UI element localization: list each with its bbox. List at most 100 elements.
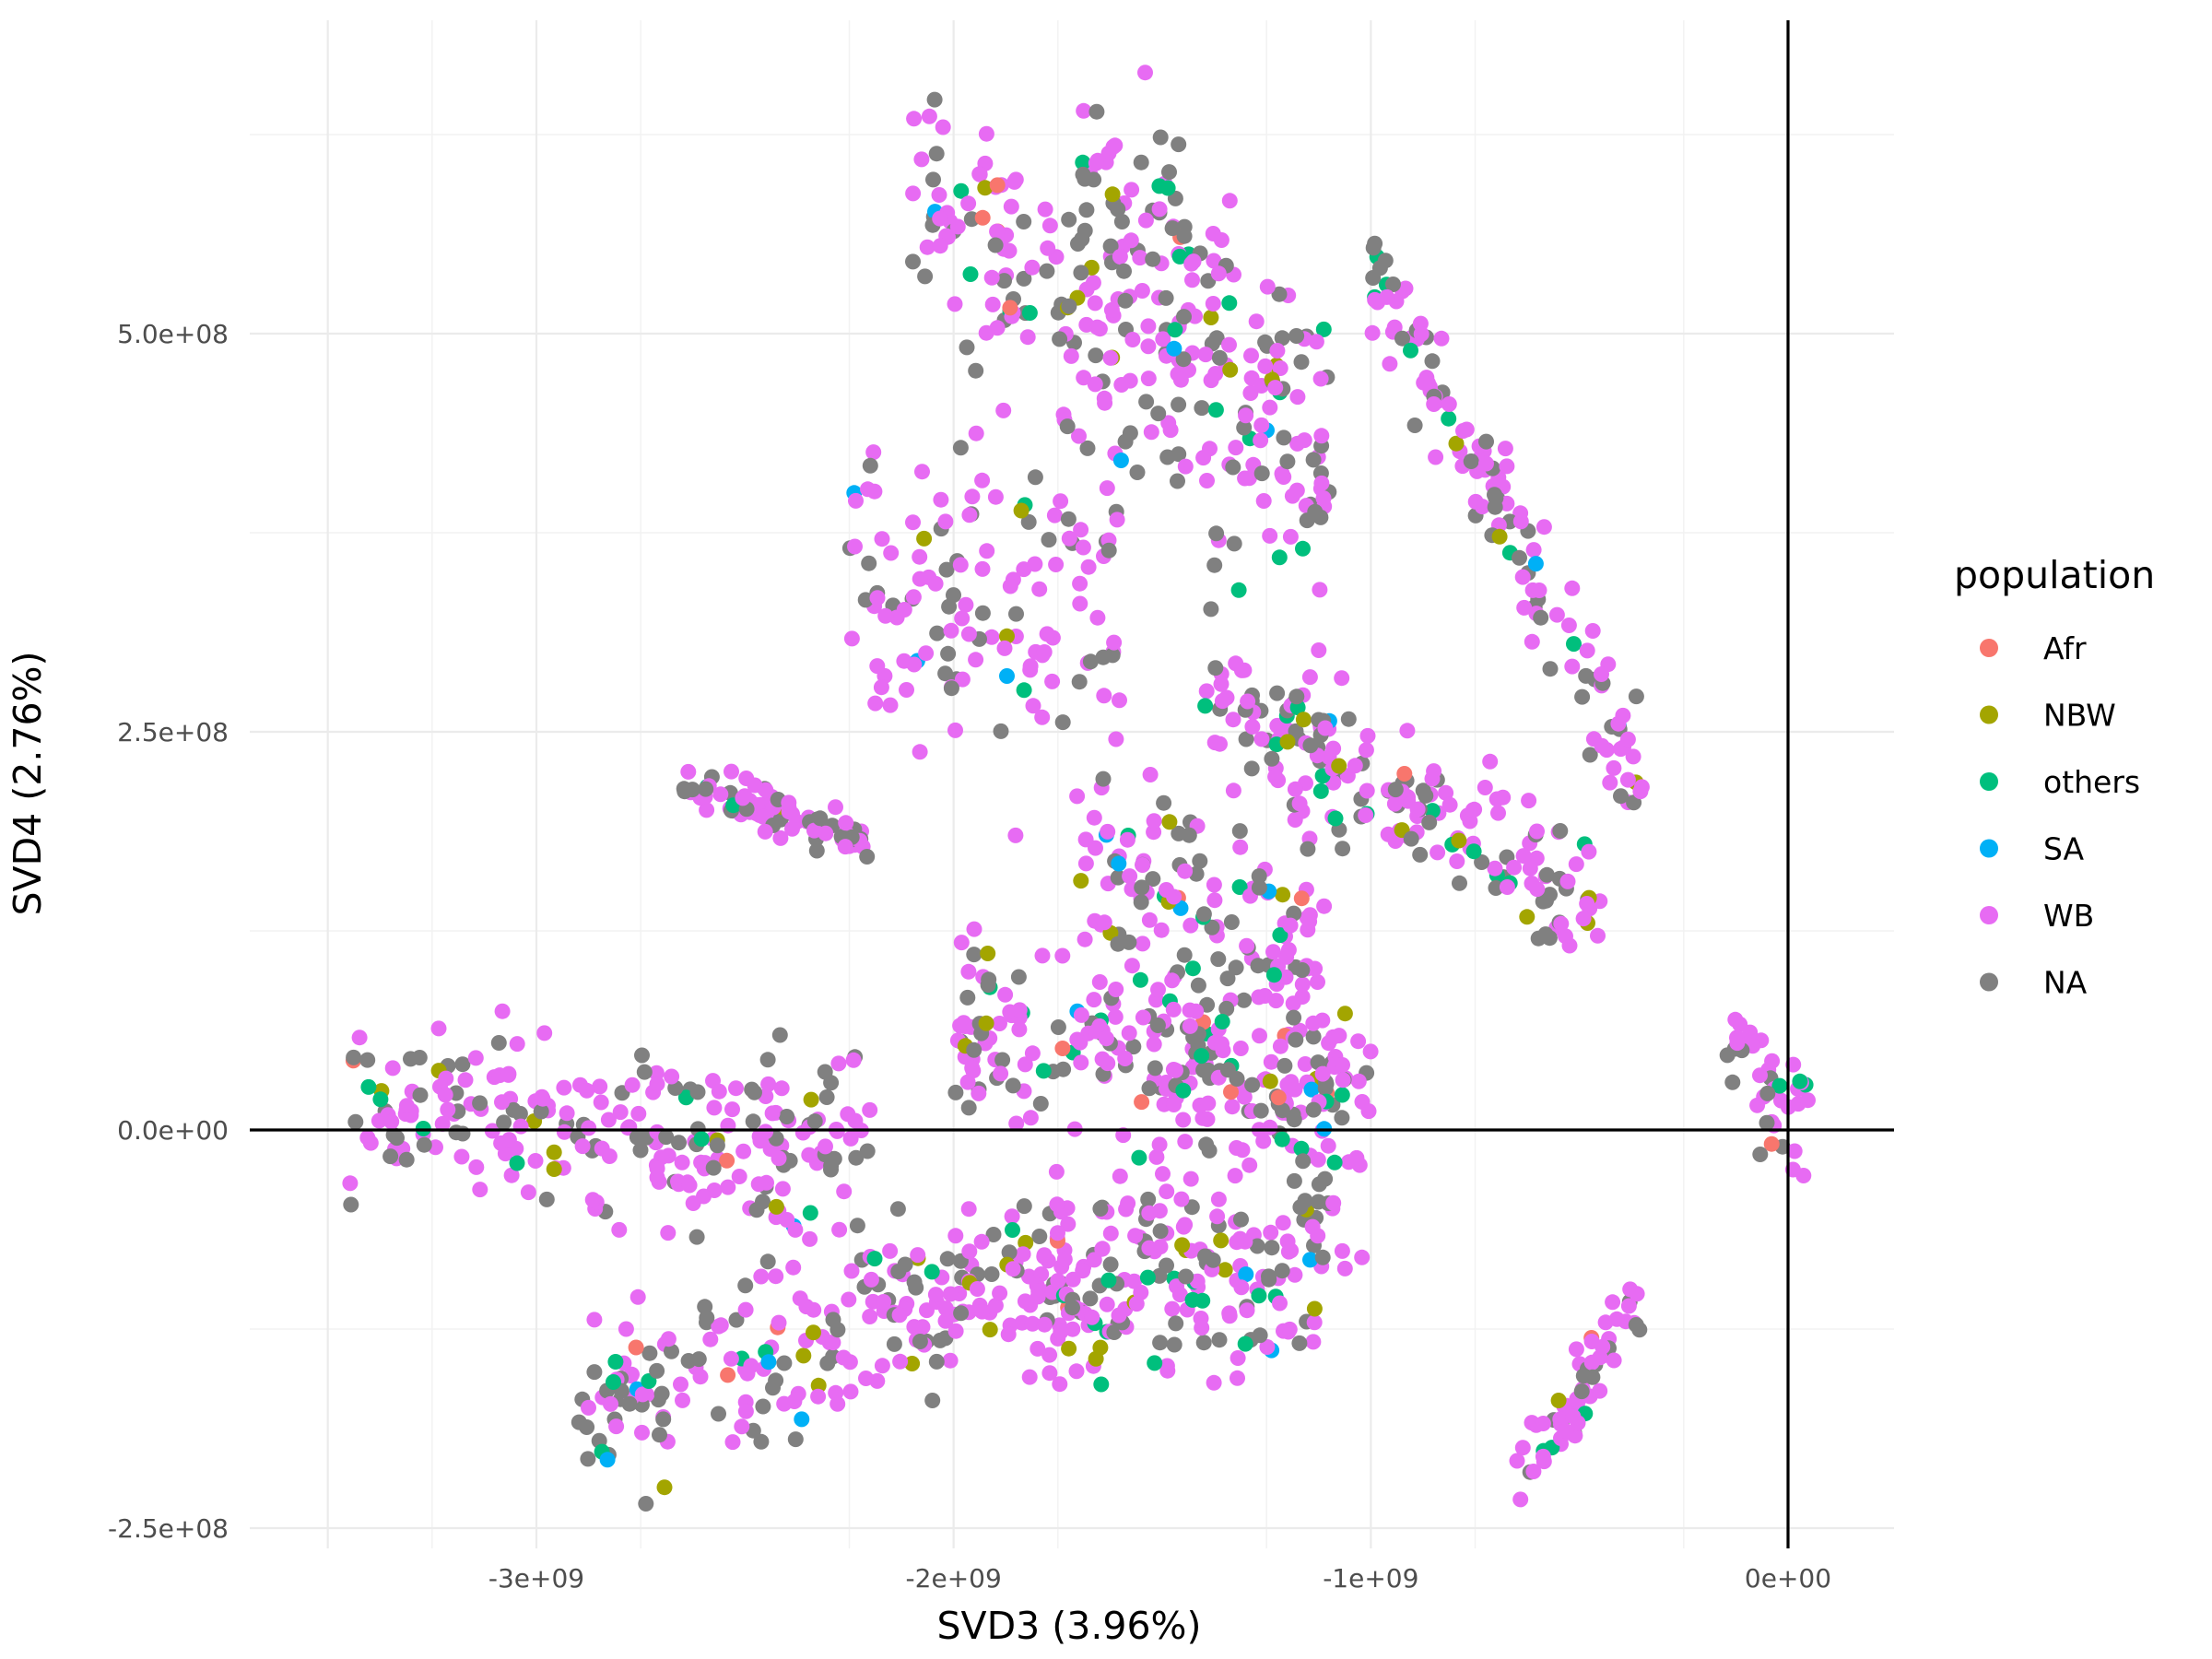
data-point-nbw bbox=[546, 1161, 562, 1177]
data-point-wb bbox=[1061, 530, 1077, 547]
data-point-wb bbox=[1122, 868, 1138, 885]
data-point-na bbox=[652, 1427, 667, 1443]
data-point-na bbox=[709, 1137, 725, 1154]
data-point-wb bbox=[1535, 1448, 1551, 1465]
data-point-afr bbox=[1002, 300, 1018, 316]
data-point-wb bbox=[1080, 559, 1097, 575]
data-point-na bbox=[779, 1109, 795, 1124]
data-point-wb bbox=[737, 1301, 754, 1318]
data-point-wb bbox=[1764, 1053, 1781, 1069]
data-point-na bbox=[1134, 879, 1150, 896]
data-point-wb bbox=[1315, 490, 1332, 507]
data-point-wb bbox=[1310, 974, 1325, 990]
data-point-others bbox=[1465, 843, 1482, 860]
data-point-wb bbox=[1441, 796, 1458, 813]
data-point-wb bbox=[1296, 432, 1312, 449]
data-point-na bbox=[343, 1196, 359, 1213]
data-point-na bbox=[947, 1084, 964, 1100]
data-point-wb bbox=[1568, 1341, 1584, 1358]
data-point-na bbox=[1092, 1201, 1109, 1217]
data-point-wb bbox=[1230, 1350, 1246, 1366]
data-point-na bbox=[1010, 969, 1027, 985]
data-point-wb bbox=[882, 697, 899, 713]
data-point-wb bbox=[1224, 1099, 1241, 1115]
data-point-na bbox=[1295, 1153, 1312, 1170]
data-point-na bbox=[1452, 875, 1467, 891]
data-point-wb bbox=[1255, 493, 1272, 509]
data-point-wb bbox=[1052, 1376, 1068, 1393]
data-point-others bbox=[1184, 960, 1201, 977]
data-point-na bbox=[996, 273, 1012, 289]
data-point-na bbox=[1394, 330, 1410, 347]
data-point-wb bbox=[1238, 407, 1254, 424]
y-axis-ticks: -2.5e+08 0.0e+00 2.5e+08 5.0e+08 bbox=[108, 319, 229, 1544]
data-point-wb bbox=[1262, 1119, 1278, 1135]
data-point-wb bbox=[1146, 813, 1162, 830]
data-point-wb bbox=[1137, 212, 1154, 229]
data-point-wb bbox=[723, 1350, 739, 1367]
data-point-wb bbox=[660, 1331, 677, 1347]
data-point-na bbox=[1512, 549, 1527, 566]
data-point-wb bbox=[1141, 1205, 1158, 1221]
data-point-wb bbox=[1121, 1025, 1137, 1041]
data-point-na bbox=[1628, 1317, 1644, 1333]
data-point-wb bbox=[1027, 556, 1043, 572]
data-point-wb bbox=[1334, 670, 1350, 687]
data-point-wb bbox=[1553, 915, 1570, 932]
data-point-na bbox=[1249, 1238, 1265, 1254]
data-point-wb bbox=[1025, 698, 1041, 714]
data-point-others bbox=[1251, 1288, 1267, 1304]
data-point-wb bbox=[1001, 242, 1018, 259]
data-point-wb bbox=[1367, 291, 1383, 308]
data-point-na bbox=[917, 268, 934, 285]
data-point-wb bbox=[1354, 1249, 1371, 1265]
data-point-wb bbox=[973, 1233, 990, 1250]
data-point-na bbox=[1203, 601, 1219, 618]
data-point-wb bbox=[961, 507, 978, 524]
data-point-wb bbox=[1103, 301, 1120, 318]
data-point-wb bbox=[1036, 644, 1053, 660]
data-point-wb bbox=[910, 1247, 926, 1264]
data-point-wb bbox=[896, 602, 912, 618]
data-point-wb bbox=[1514, 1440, 1531, 1456]
data-point-wb bbox=[1164, 972, 1181, 989]
data-point-na bbox=[1147, 1060, 1163, 1077]
data-point-wb bbox=[947, 722, 963, 738]
data-point-na bbox=[1365, 240, 1382, 256]
data-point-wb bbox=[912, 744, 928, 760]
data-point-wb bbox=[835, 1349, 852, 1366]
data-point-wb bbox=[837, 839, 853, 855]
data-point-others bbox=[606, 1374, 621, 1390]
data-point-wb bbox=[1312, 582, 1328, 598]
data-point-na bbox=[1293, 354, 1310, 371]
data-point-wb bbox=[1313, 428, 1330, 444]
data-point-wb bbox=[612, 1104, 629, 1121]
data-point-wb bbox=[784, 820, 800, 837]
data-point-wb bbox=[1564, 658, 1581, 675]
data-point-na bbox=[1542, 661, 1559, 677]
data-point-wb bbox=[1140, 371, 1157, 387]
data-point-wb bbox=[942, 1352, 959, 1369]
data-point-na bbox=[1208, 525, 1225, 542]
data-point-na bbox=[1195, 1062, 1212, 1078]
data-point-wb bbox=[862, 1309, 878, 1324]
data-point-wb bbox=[838, 815, 854, 831]
data-point-nbw bbox=[904, 1356, 921, 1371]
data-point-na bbox=[698, 781, 714, 797]
data-point-wb bbox=[512, 1118, 529, 1135]
data-point-na bbox=[1307, 503, 1324, 520]
data-point-wb bbox=[1109, 512, 1125, 528]
data-point-na bbox=[1613, 788, 1629, 805]
data-point-wb bbox=[1253, 417, 1270, 433]
data-point-na bbox=[1478, 433, 1494, 450]
data-point-wb bbox=[1177, 1134, 1194, 1150]
data-point-wb bbox=[818, 1138, 833, 1155]
data-point-na bbox=[1252, 1327, 1268, 1344]
data-point-wb bbox=[935, 119, 951, 135]
data-point-wb bbox=[1237, 1233, 1253, 1250]
data-point-na bbox=[1578, 667, 1594, 684]
data-point-wb bbox=[634, 1386, 651, 1403]
data-point-wb bbox=[1155, 331, 1171, 347]
data-point-wb bbox=[1086, 992, 1102, 1008]
data-point-wb bbox=[712, 786, 729, 803]
